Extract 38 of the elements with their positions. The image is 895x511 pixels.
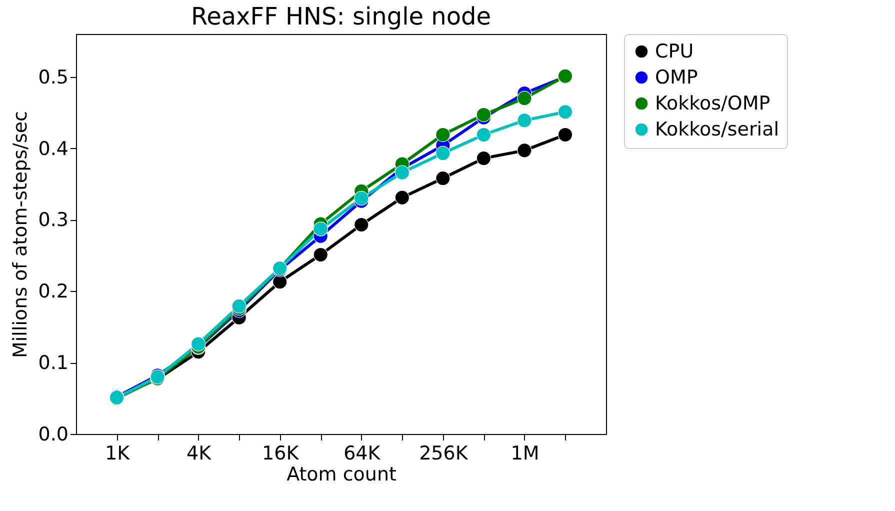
point [476,150,492,166]
point [394,165,410,180]
point [272,274,288,290]
point [354,217,369,232]
chart-title: ReaxFF HNS: single node [190,2,492,30]
legend-label: Kokkos/OMP [655,92,770,114]
point [190,336,206,352]
point [517,113,532,128]
x-tick-label: 1K [104,442,130,464]
point [436,127,450,142]
point [436,146,450,161]
x-tick-label: 1M [510,442,540,464]
y-tick-label: 0.4 [38,138,68,160]
x-tick-label: 64K [344,442,381,464]
point [558,104,573,120]
y-axis-title: Millions of atom-steps/sec [9,111,32,358]
point [476,127,492,142]
point [517,143,532,158]
point [313,247,328,262]
point [394,190,410,205]
point [436,170,450,186]
y-tick-label: 0.3 [38,209,68,232]
y-tick-label: 0.5 [38,66,68,88]
y-tick-label: 0.0 [38,424,68,446]
x-axis-title: Atom count [286,464,396,486]
point [558,127,573,142]
legend-label: CPU [655,40,694,62]
point [313,222,328,236]
x-tick-label: 16K [262,442,300,464]
x-tick-label: 4K [186,442,212,464]
point [517,90,532,106]
legend-label: Kokkos/serial [655,118,779,140]
point [354,190,369,206]
point [476,107,492,122]
x-tick-label: 256K [419,442,468,464]
legend-label: OMP [655,66,698,88]
y-tick-label: 0.2 [38,280,68,303]
y-tick-label: 0.1 [38,352,68,374]
